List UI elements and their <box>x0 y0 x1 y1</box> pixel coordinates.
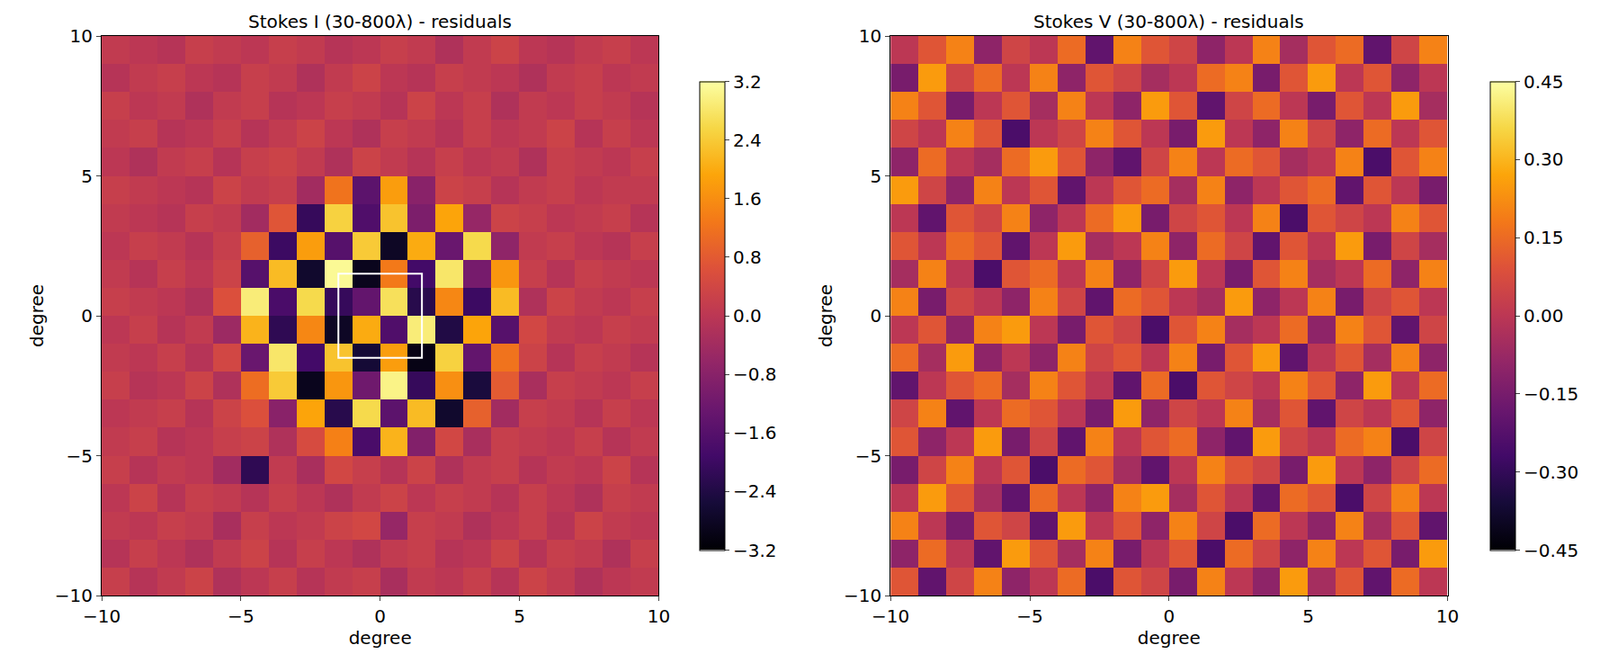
svg-text:0.0: 0.0 <box>732 304 762 327</box>
svg-text:0.8: 0.8 <box>732 246 762 269</box>
svg-text:Stokes V (30-800λ) - residuals: Stokes V (30-800λ) - residuals <box>1033 10 1305 33</box>
svg-text:−5: −5 <box>227 605 254 627</box>
svg-text:5: 5 <box>1302 605 1314 627</box>
svg-text:5: 5 <box>869 165 882 188</box>
svg-text:−10: −10 <box>843 584 882 607</box>
svg-text:0.00: 0.00 <box>1523 304 1565 327</box>
svg-text:0.45: 0.45 <box>1523 71 1565 93</box>
svg-text:−10: −10 <box>54 584 93 607</box>
svg-text:−0.45: −0.45 <box>1523 539 1579 562</box>
svg-text:10: 10 <box>858 25 882 47</box>
svg-text:3.2: 3.2 <box>732 71 762 93</box>
svg-text:10: 10 <box>647 605 671 627</box>
svg-text:−3.2: −3.2 <box>732 539 778 562</box>
svg-text:0: 0 <box>869 304 882 327</box>
svg-text:1.6: 1.6 <box>732 187 762 210</box>
svg-text:degree: degree <box>814 284 837 348</box>
svg-text:10: 10 <box>1436 605 1459 627</box>
svg-text:degree: degree <box>348 626 412 649</box>
svg-text:10: 10 <box>70 25 93 47</box>
svg-text:0: 0 <box>1163 605 1176 627</box>
svg-text:−10: −10 <box>871 605 910 627</box>
svg-text:−0.30: −0.30 <box>1523 461 1579 483</box>
svg-text:−5: −5 <box>66 445 93 467</box>
svg-text:−5: −5 <box>855 445 882 467</box>
svg-text:0.15: 0.15 <box>1523 226 1565 249</box>
svg-text:degree: degree <box>26 284 48 348</box>
svg-text:Stokes I (30-800λ) - residuals: Stokes I (30-800λ) - residuals <box>248 10 512 33</box>
svg-text:0: 0 <box>374 605 386 627</box>
svg-text:−0.15: −0.15 <box>1523 383 1579 405</box>
svg-text:5: 5 <box>80 165 93 188</box>
svg-text:−10: −10 <box>82 605 121 627</box>
svg-text:0: 0 <box>80 304 93 327</box>
svg-text:−0.8: −0.8 <box>732 363 778 385</box>
svg-text:−5: −5 <box>1016 605 1043 627</box>
svg-text:0.30: 0.30 <box>1523 148 1565 170</box>
svg-text:2.4: 2.4 <box>732 129 762 152</box>
svg-text:5: 5 <box>513 605 526 627</box>
svg-text:−2.4: −2.4 <box>732 480 778 502</box>
svg-text:−1.6: −1.6 <box>732 421 778 444</box>
svg-text:degree: degree <box>1137 626 1201 649</box>
